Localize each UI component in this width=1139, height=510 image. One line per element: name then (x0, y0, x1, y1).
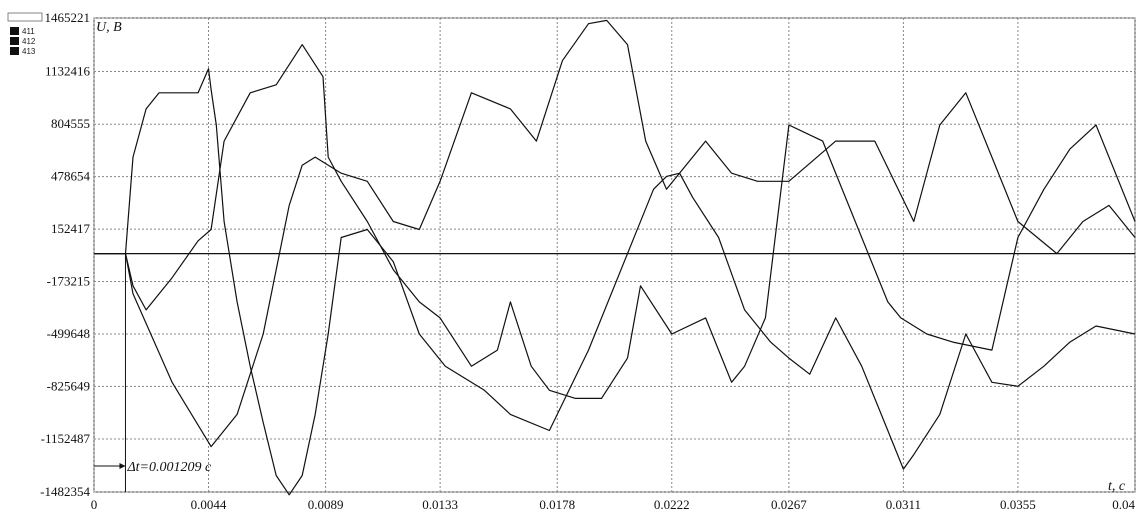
y-tick-label: 804555 (51, 116, 90, 131)
delta-t-annotation: Δt=0.001209 c (94, 253, 212, 492)
y-tick-label: 1132416 (45, 64, 91, 79)
x-tick-label: 0.0044 (191, 497, 227, 510)
x-tick-label: 0.0133 (422, 497, 458, 510)
plot-frame (93, 17, 1136, 493)
series-lines (94, 19, 1136, 496)
x-tick-labels: 0 0.0044 0.0089 0.0133 0.0178 0.0222 0.0267 0.0… (91, 497, 1136, 510)
legend-swatch (10, 37, 19, 45)
series-line-2 (94, 43, 1136, 399)
x-tick-label: 0 (91, 497, 98, 510)
legend-entry-label: 411 (22, 27, 35, 36)
y-tick-label: -173215 (47, 273, 90, 288)
delta-t-arrowhead (119, 463, 126, 469)
y-tick-labels: 1465221 1132416 804555 478654 152417 -173215 -… (40, 10, 90, 499)
y-tick-label: 152417 (51, 221, 91, 236)
legend-swatch (10, 47, 19, 55)
x-tick-label: 0.0267 (771, 497, 807, 510)
delta-t-label: Δt=0.001209 c (126, 460, 212, 475)
y-tick-label: -1152487 (41, 431, 91, 446)
series-line-1 (94, 68, 1136, 496)
legend-entry-label: 413 (22, 47, 36, 56)
grid (93, 17, 1136, 493)
x-tick-label: 0.0222 (654, 497, 690, 510)
y-tick-label: 478654 (51, 169, 91, 184)
x-tick-label: 0.0178 (539, 497, 575, 510)
x-axis-label: t, c (1108, 479, 1126, 494)
x-tick-label: 0.04 (1112, 497, 1135, 510)
x-tick-label: 0.0355 (1000, 497, 1036, 510)
y-tick-label: -499648 (47, 326, 90, 341)
y-tick-label: -1482354 (40, 484, 90, 499)
x-tick-label: 0.0089 (308, 497, 344, 510)
y-tick-label: 1465221 (45, 10, 91, 25)
legend-swatch (10, 27, 19, 35)
legend-entry-label: 412 (22, 37, 36, 46)
legend-header-box (7, 12, 43, 22)
y-axis-label: U, B (96, 20, 122, 35)
series-line-3 (94, 19, 1136, 448)
x-tick-label: 0.0311 (886, 497, 921, 510)
y-tick-label: -825649 (47, 378, 90, 393)
